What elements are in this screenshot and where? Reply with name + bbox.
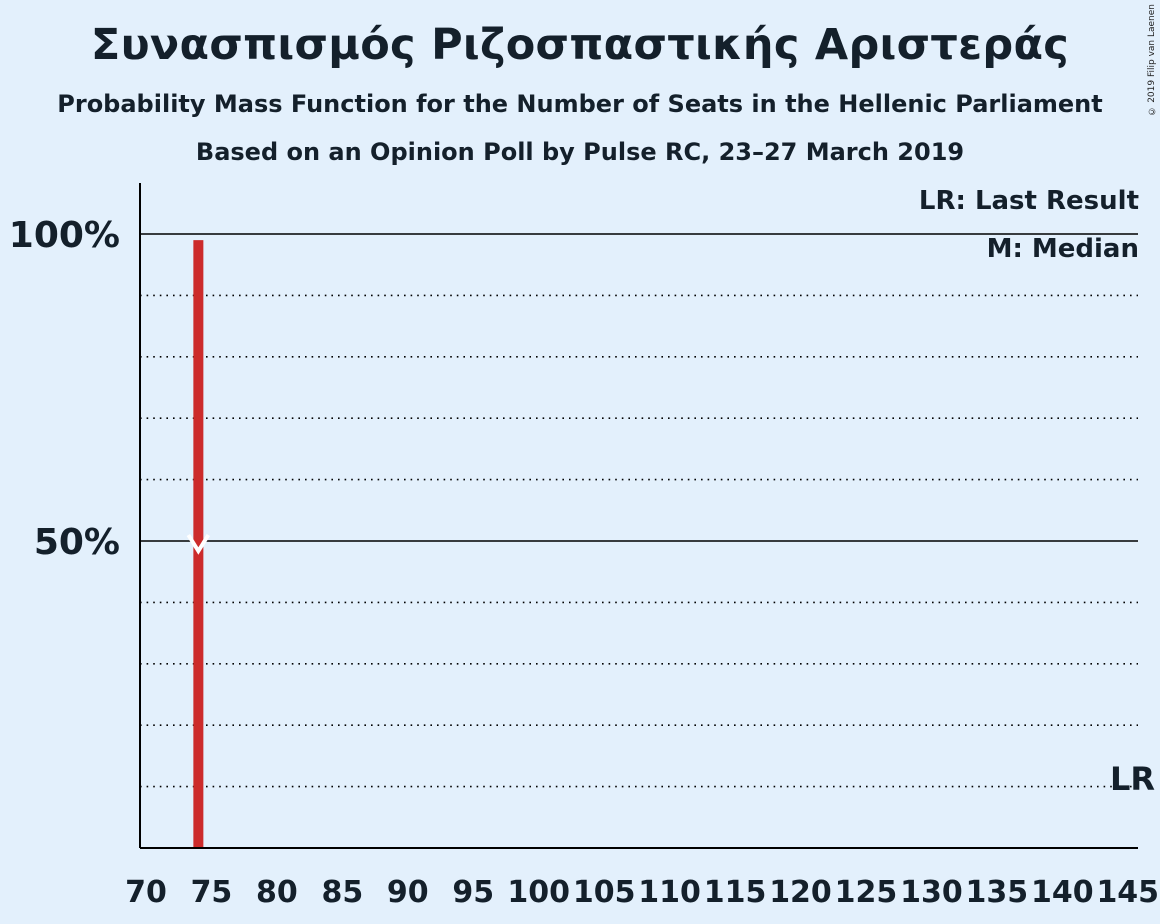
x-tick-label: 90 (387, 875, 429, 910)
x-tick-label: 75 (191, 875, 233, 910)
x-tick-label: 145 (1096, 875, 1159, 910)
legend-entry: M: Median (987, 234, 1139, 264)
y-tick-label: 50% (34, 522, 120, 563)
y-tick-label: 100% (9, 215, 120, 256)
x-tick-label: 95 (452, 875, 494, 910)
marker-layer: LR (186, 533, 1155, 798)
x-tick-label: 130 (900, 875, 963, 910)
x-tick-label: 85 (321, 875, 363, 910)
median-marker (186, 533, 211, 555)
chart-title: Συνασπισμός Ριζοσπαστικής Αριστεράς (90, 20, 1070, 70)
last-result-marker: LR (1110, 760, 1155, 798)
x-tick-label: 110 (638, 875, 701, 910)
x-tick-label: 70 (125, 875, 167, 910)
axis-layer (139, 183, 1138, 849)
label-layer: 50% 100% 70 75 80 85 90 95 100 105 110 115 120 125 130… (9, 186, 1159, 910)
legend-entry: LR: Last Result (919, 186, 1139, 216)
chart-subtitle: Probability Mass Function for the Number… (57, 90, 1103, 118)
x-tick-label: 120 (769, 875, 832, 910)
x-tick-label: 135 (966, 875, 1029, 910)
grid-layer (140, 233, 1138, 788)
x-tick-label: 125 (835, 875, 898, 910)
bar (193, 240, 204, 848)
bar-layer (193, 240, 204, 848)
chart-source: Based on an Opinion Poll by Pulse RC, 23… (195, 138, 965, 166)
x-tick-label: 140 (1031, 875, 1094, 910)
x-tick-label: 80 (256, 875, 298, 910)
x-tick-label: 105 (573, 875, 636, 910)
x-tick-label: 100 (507, 875, 570, 910)
x-tick-label: 115 (704, 875, 767, 910)
